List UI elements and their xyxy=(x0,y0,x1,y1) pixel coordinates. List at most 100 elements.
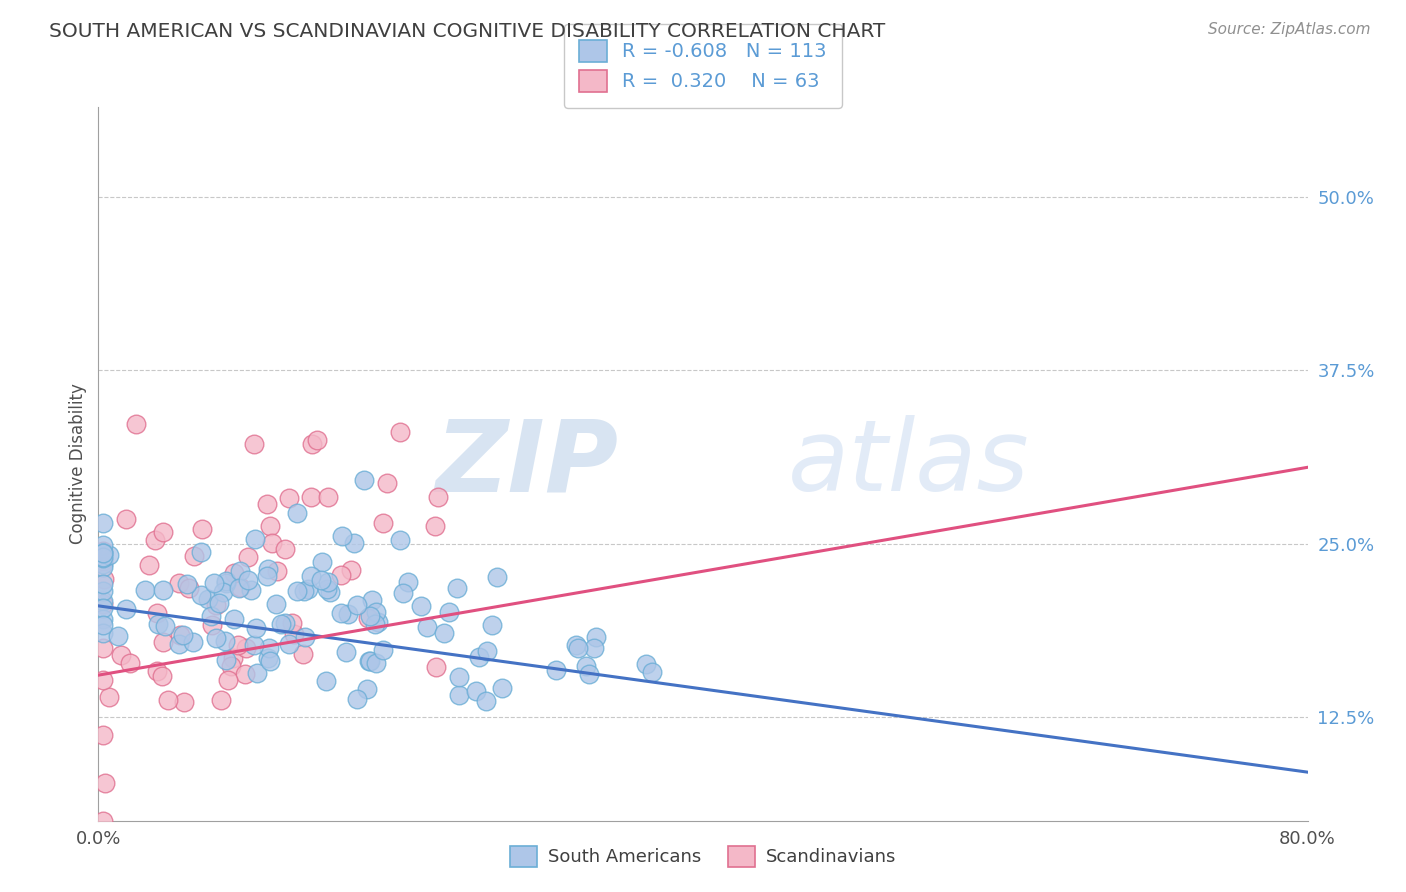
Point xyxy=(204,598,226,612)
Point xyxy=(425,659,447,673)
Text: ZIP: ZIP xyxy=(436,416,619,512)
Point xyxy=(91,728,114,742)
Point xyxy=(222,612,245,626)
Point xyxy=(243,437,266,451)
Point xyxy=(233,667,256,681)
Point xyxy=(120,657,142,671)
Point xyxy=(208,596,231,610)
Point xyxy=(273,541,295,556)
Point xyxy=(256,569,278,583)
Point xyxy=(176,577,198,591)
Point xyxy=(146,606,169,620)
Point xyxy=(150,669,173,683)
Point xyxy=(91,673,114,687)
Point xyxy=(156,693,179,707)
Point xyxy=(309,573,332,587)
Point xyxy=(396,574,419,589)
Point xyxy=(172,628,194,642)
Point xyxy=(212,585,235,599)
Point xyxy=(346,692,368,706)
Point xyxy=(197,592,219,607)
Point xyxy=(91,516,114,530)
Point xyxy=(389,425,412,439)
Point xyxy=(152,635,174,649)
Point xyxy=(169,627,191,641)
Point xyxy=(91,612,114,626)
Point xyxy=(343,535,366,549)
Point xyxy=(91,640,114,655)
Text: Source: ZipAtlas.com: Source: ZipAtlas.com xyxy=(1208,22,1371,37)
Point xyxy=(299,490,322,504)
Point xyxy=(181,635,204,649)
Point xyxy=(491,681,513,696)
Point xyxy=(416,620,439,634)
Point xyxy=(245,621,267,635)
Point xyxy=(292,584,315,599)
Point xyxy=(91,597,114,611)
Point xyxy=(209,693,232,707)
Point xyxy=(94,775,117,789)
Point xyxy=(285,584,308,599)
Point xyxy=(575,659,598,673)
Point xyxy=(449,669,471,683)
Point xyxy=(91,538,114,552)
Point xyxy=(146,617,169,632)
Point xyxy=(356,681,378,696)
Point xyxy=(98,548,121,562)
Point xyxy=(475,644,498,658)
Point xyxy=(634,657,657,672)
Point xyxy=(91,554,114,568)
Point xyxy=(228,582,250,596)
Legend: R = -0.608   N = 113, R =  0.320    N = 63: R = -0.608 N = 113, R = 0.320 N = 63 xyxy=(564,24,842,108)
Point xyxy=(91,546,114,560)
Point xyxy=(169,576,191,591)
Point xyxy=(426,491,449,505)
Point xyxy=(226,638,249,652)
Point xyxy=(125,417,148,431)
Point xyxy=(222,651,245,665)
Point xyxy=(190,544,212,558)
Point xyxy=(449,688,471,702)
Point xyxy=(371,516,394,531)
Point xyxy=(152,524,174,539)
Point xyxy=(283,627,305,641)
Point xyxy=(91,545,114,559)
Point xyxy=(425,519,447,533)
Point xyxy=(364,657,387,671)
Point xyxy=(266,597,288,611)
Point xyxy=(335,645,357,659)
Point xyxy=(409,599,432,613)
Y-axis label: Cognitive Disability: Cognitive Disability xyxy=(69,384,87,544)
Point xyxy=(316,574,339,589)
Point xyxy=(91,543,114,558)
Point xyxy=(446,581,468,595)
Point xyxy=(578,666,600,681)
Point xyxy=(318,491,340,505)
Point xyxy=(115,512,138,526)
Point xyxy=(281,616,304,631)
Point xyxy=(361,592,384,607)
Point xyxy=(565,638,588,652)
Point xyxy=(367,615,389,629)
Point xyxy=(183,549,205,564)
Point xyxy=(262,536,284,550)
Point xyxy=(278,491,301,505)
Point xyxy=(153,619,176,633)
Point xyxy=(200,609,222,624)
Point xyxy=(91,577,114,591)
Point xyxy=(359,608,381,623)
Point xyxy=(91,618,114,632)
Point xyxy=(292,647,315,661)
Point xyxy=(91,626,114,640)
Point xyxy=(91,557,114,571)
Point xyxy=(319,584,342,599)
Point xyxy=(266,564,288,578)
Point xyxy=(544,663,567,677)
Point xyxy=(91,583,114,598)
Point xyxy=(222,566,245,580)
Point xyxy=(214,633,236,648)
Point xyxy=(238,549,260,564)
Point xyxy=(311,555,333,569)
Point xyxy=(91,814,114,828)
Point xyxy=(246,666,269,681)
